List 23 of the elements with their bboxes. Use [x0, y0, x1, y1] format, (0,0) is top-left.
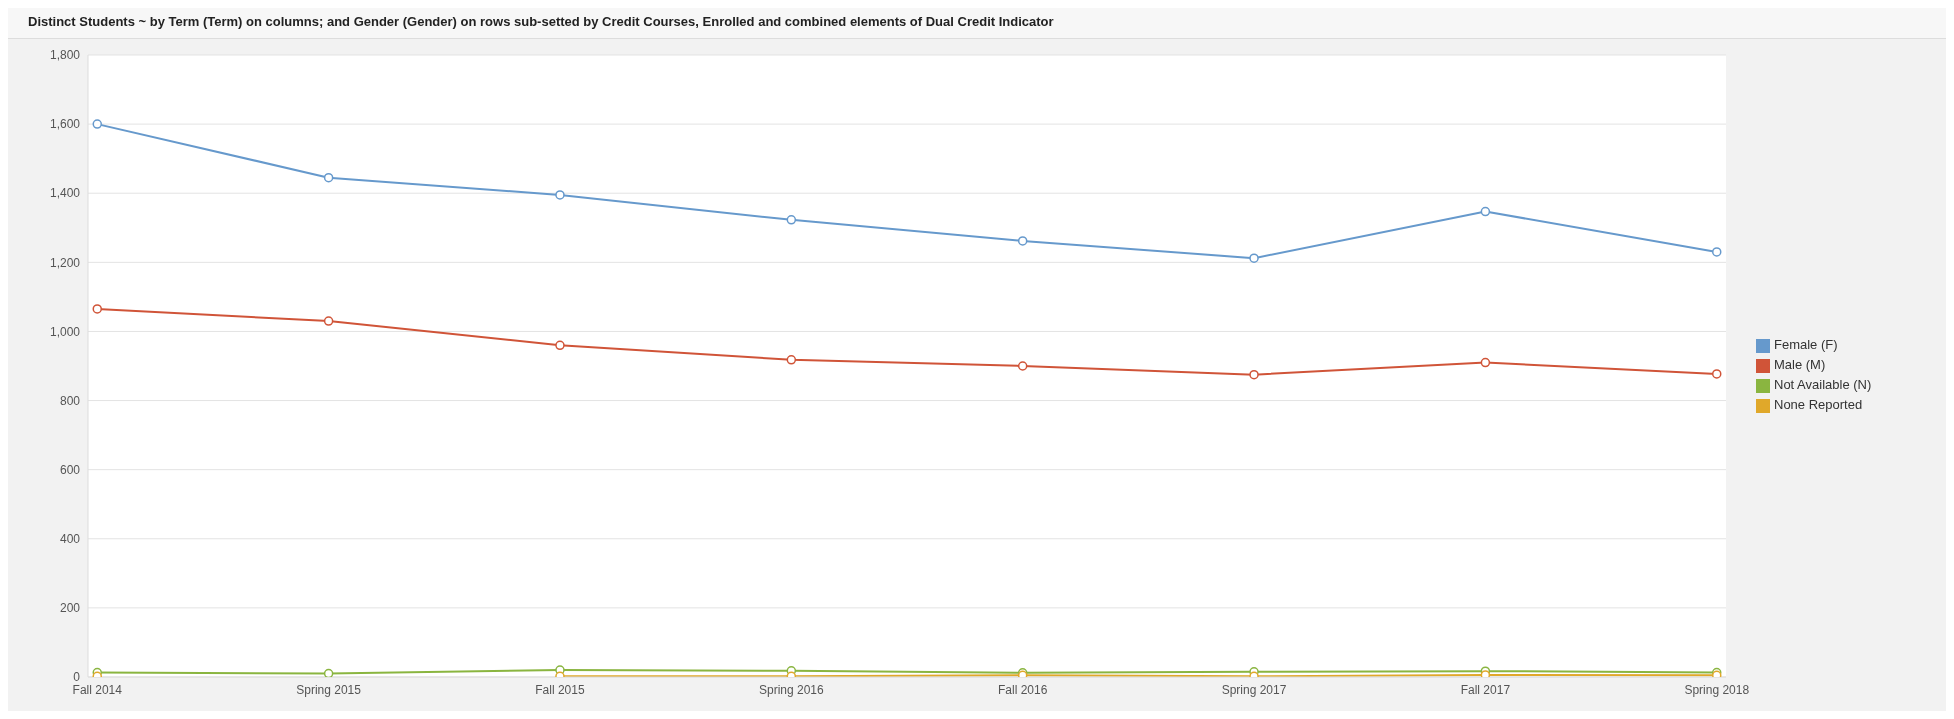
x-tick-label: Spring 2017 [1221, 682, 1287, 697]
legend-label: Male (M) [1774, 357, 1826, 372]
x-tick-label: Fall 2015 [535, 682, 585, 697]
y-tick-label: 1,400 [49, 186, 81, 201]
y-tick-label: 0 [73, 670, 81, 685]
x-tick-label: Spring 2015 [296, 682, 362, 697]
y-tick-label: 1,000 [49, 324, 81, 339]
x-tick-label: Spring 2016 [758, 682, 825, 697]
x-tick-label: Fall 2017 [1460, 682, 1511, 697]
x-tick-label: Fall 2016 [997, 682, 1048, 697]
y-tick-label: 200 [59, 601, 81, 616]
y-tick-label: 1,600 [49, 117, 81, 132]
y-tick-label: 600 [59, 462, 81, 477]
y-tick-label: 800 [59, 393, 81, 408]
y-tick-label: 1,800 [49, 48, 81, 63]
legend-label: Not Available (N) [1774, 377, 1872, 392]
legend-label: Female (F) [1774, 337, 1838, 352]
chart-title: Distinct Students ~ by Term (Term) on columns; and Gender (Gender) on rows sub-setted by Credit Courses, Enrolled and combined elements of Dual Credit Indicator [8, 8, 1946, 39]
y-tick-label: 1,200 [49, 255, 81, 270]
x-tick-label: Fall 2014 [72, 682, 123, 697]
legend-label: None Reported [1774, 397, 1863, 412]
y-tick-label: 400 [59, 532, 81, 547]
x-tick-label: Spring 2018 [1684, 682, 1750, 697]
